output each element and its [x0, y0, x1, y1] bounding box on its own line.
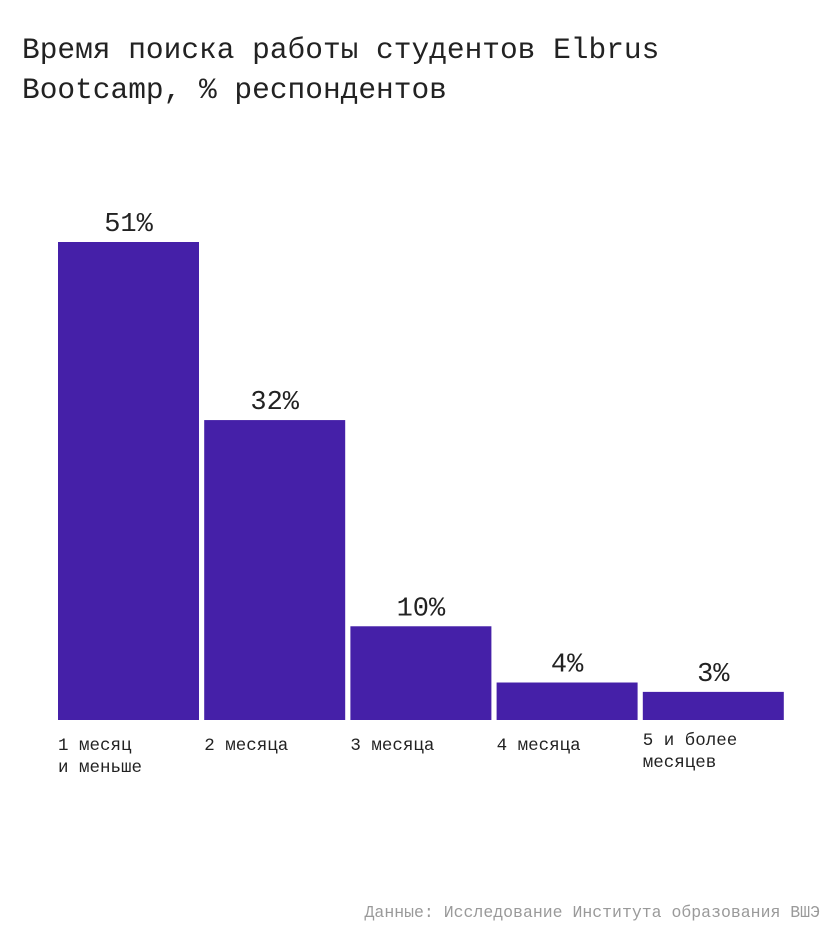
category-label: 3 месяца [350, 736, 434, 756]
bar [496, 682, 638, 720]
source-note: Данные: Исследование Института образован… [364, 903, 820, 922]
value-label: 3% [697, 660, 730, 690]
category-label: 2 месяца [204, 736, 288, 756]
value-label: 10% [397, 594, 446, 624]
value-label: 51% [104, 210, 153, 240]
value-label: 4% [551, 651, 584, 681]
category-label: 4 месяца [497, 736, 581, 756]
bar [58, 242, 199, 720]
value-label: 32% [250, 388, 299, 418]
category-label: 1 месяц и меньше [58, 736, 142, 778]
chart-title: Время поиска работы студентов Elbrus Boo… [22, 33, 660, 107]
bar [642, 691, 784, 720]
category-label: 5 и более месяцев [643, 731, 738, 773]
bar [204, 420, 346, 720]
bar [350, 626, 492, 720]
